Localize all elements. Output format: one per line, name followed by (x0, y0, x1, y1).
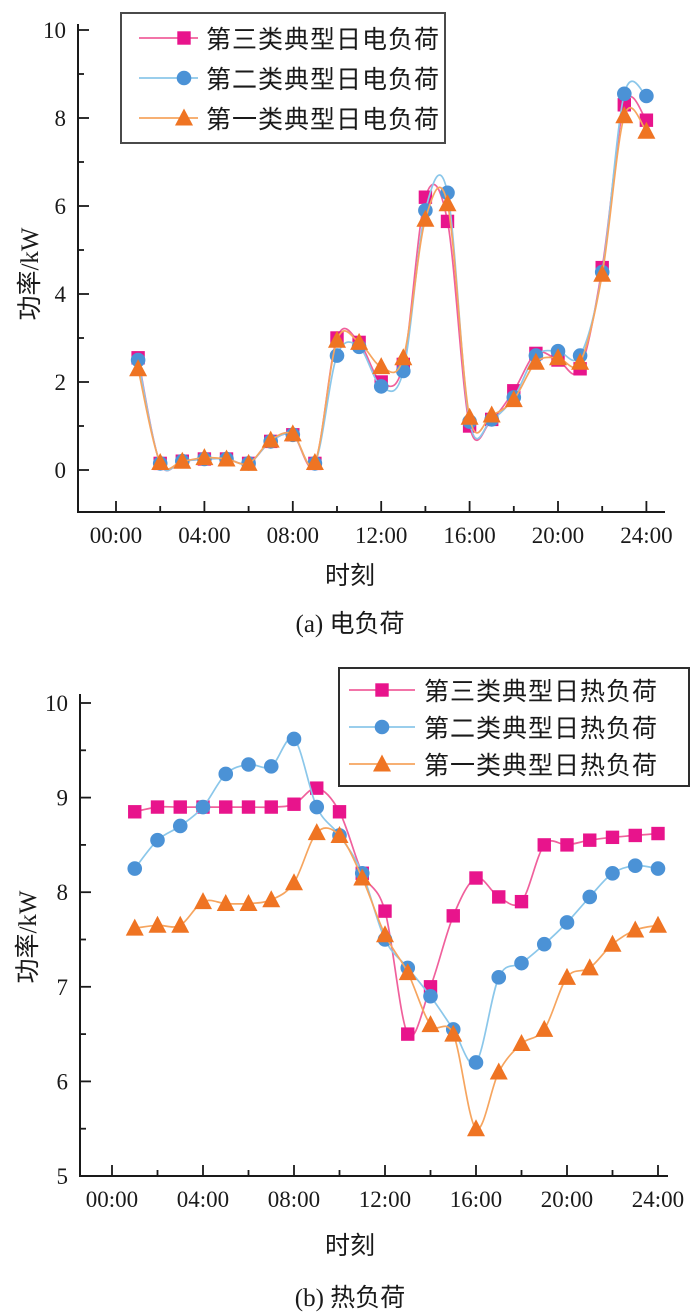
legend-item-label: 第一类典型日热负荷 (424, 752, 659, 780)
svg-text:4: 4 (55, 282, 67, 307)
legend-item-label: 第二类典型日热负荷 (424, 715, 659, 743)
svg-text:16:00: 16:00 (443, 523, 495, 548)
svg-text:7: 7 (57, 975, 69, 1000)
legend-item: 第三类典型日电负荷 (138, 20, 440, 56)
heat-load-plot: 5 6 7 8 9 10 00:00 04:00 08:00 12:00 16:00 20:00 24:… (45, 691, 684, 1212)
electric-load-plot: 0 2 4 6 8 10 00:00 04:00 08:00 12:00 16:00 20:00 24:… (43, 18, 673, 548)
x-axis-label: 时刻 (324, 1233, 375, 1260)
legend-item-label: 第二类典型日电负荷 (205, 67, 440, 94)
svg-text:04:00: 04:00 (178, 523, 230, 548)
pink-square-marker-icon (139, 31, 198, 45)
blue-circle-marker-icon (139, 70, 198, 86)
svg-text:5: 5 (57, 1164, 69, 1189)
blue-circle-marker-icon (349, 719, 415, 735)
legend-item: 第二类典型日热负荷 (348, 709, 685, 745)
pink-square-marker-icon (349, 683, 415, 698)
svg-text:9: 9 (57, 786, 69, 811)
svg-text:2: 2 (55, 370, 67, 395)
legend-item: 第三类典型日热负荷 (348, 672, 685, 708)
svg-text:20:00: 20:00 (541, 1187, 593, 1212)
svg-text:6: 6 (55, 194, 67, 219)
heat-legend: 第三类典型日热负荷 第二类典型日热负荷 第一类典型日热负荷 (338, 667, 690, 787)
svg-text:24:00: 24:00 (620, 523, 672, 548)
legend-item-label: 第一类典型日电负荷 (205, 107, 440, 134)
svg-text:6: 6 (57, 1069, 69, 1094)
svg-text:16:00: 16:00 (450, 1187, 502, 1212)
svg-text:8: 8 (55, 106, 67, 131)
svg-text:24:00: 24:00 (632, 1187, 684, 1212)
svg-text:08:00: 08:00 (267, 523, 319, 548)
svg-text:08:00: 08:00 (268, 1187, 320, 1212)
svg-text:04:00: 04:00 (177, 1187, 229, 1212)
electric-legend: 第三类典型日电负荷 第二类典型日电负荷 第一类典型日电负荷 (120, 12, 446, 144)
legend-item: 第一类典型日电负荷 (138, 100, 440, 136)
legend-item-label: 第三类典型日热负荷 (424, 679, 659, 707)
svg-text:12:00: 12:00 (355, 523, 407, 548)
svg-text:20:00: 20:00 (532, 523, 584, 548)
svg-text:12:00: 12:00 (359, 1187, 411, 1212)
svg-text:00:00: 00:00 (86, 1187, 138, 1212)
x-axis-label: 时刻 (324, 563, 375, 590)
svg-text:00:00: 00:00 (90, 523, 142, 548)
chart-caption: (a) 电负荷 (295, 611, 405, 638)
orange-triangle-marker-icon (349, 754, 415, 772)
y-axis-label: 功率/kW (17, 227, 44, 321)
svg-text:0: 0 (55, 458, 67, 483)
legend-item: 第一类典型日热负荷 (348, 746, 685, 782)
svg-text:10: 10 (43, 18, 66, 43)
y-axis-label: 功率/kW (15, 890, 42, 984)
legend-item: 第二类典型日电负荷 (138, 60, 440, 96)
chart-caption: (b) 热负荷 (294, 1285, 406, 1312)
orange-triangle-marker-icon (139, 108, 198, 126)
svg-text:8: 8 (57, 880, 69, 905)
legend-item-label: 第三类典型日电负荷 (205, 27, 440, 54)
svg-text:10: 10 (45, 691, 68, 716)
